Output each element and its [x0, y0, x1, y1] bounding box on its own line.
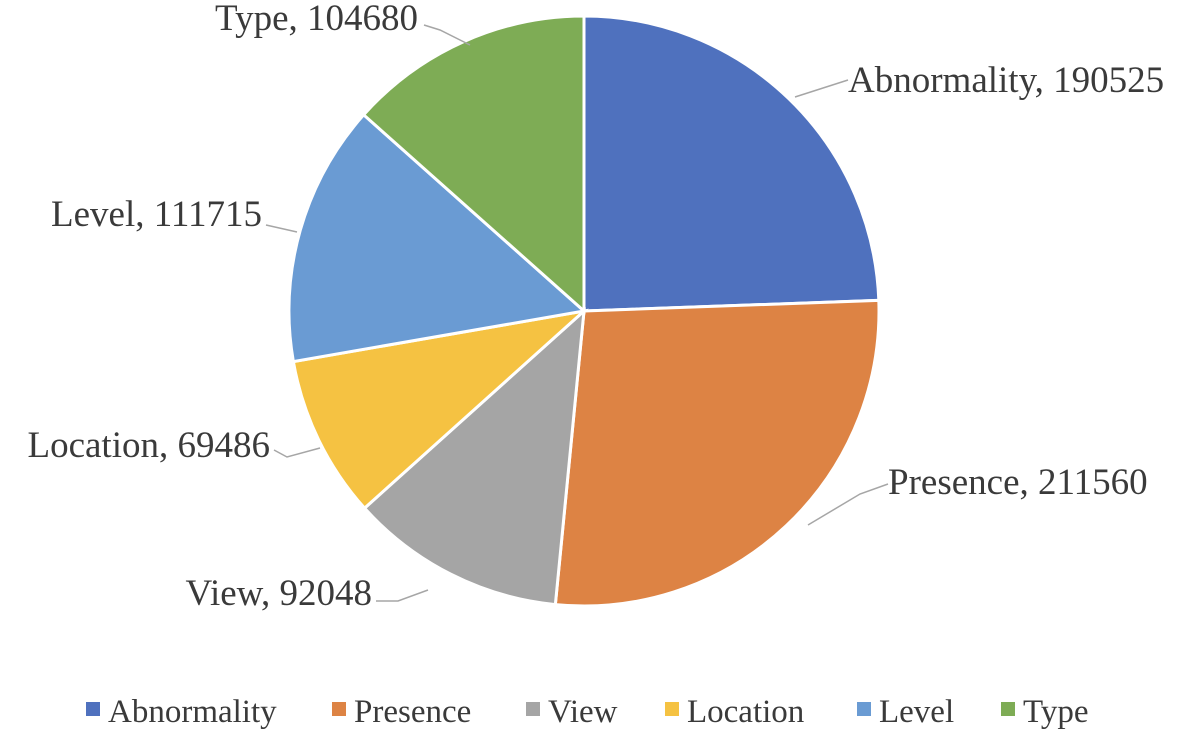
- data-label-view: View, 92048: [185, 573, 372, 614]
- leader-line-abnormality: [794, 79, 849, 98]
- legend-label-view: View: [548, 694, 618, 730]
- pie-slice-level: [287, 112, 588, 364]
- legend-swatch-type: [1001, 702, 1015, 716]
- leader-line-view: [376, 589, 429, 602]
- legend-label-level: Level: [879, 694, 954, 730]
- legend-item-view: View: [526, 694, 618, 730]
- legend-swatch-location: [665, 702, 679, 716]
- legend-item-abnormality: Abnormality: [86, 694, 277, 730]
- data-label-type: Type, 104680: [215, 0, 418, 39]
- data-label-presence: Presence, 211560: [888, 462, 1148, 503]
- legend: Abnormality Presence View Location Level Type: [86, 694, 1089, 730]
- data-label-abnormality: Abnormality, 190525: [848, 60, 1164, 101]
- pie-slice-location: [291, 308, 589, 511]
- leader-line-type: [423, 24, 471, 46]
- pie-slices: [287, 14, 881, 608]
- legend-item-level: Level: [857, 694, 954, 730]
- pie-slice-presence: [553, 298, 881, 608]
- leader-line-presence: [807, 483, 889, 526]
- leader-line-level: [265, 224, 298, 233]
- data-label-location: Location, 69486: [27, 425, 270, 466]
- leader-lines: [265, 24, 889, 602]
- data-labels: Abnormality, 190525 Presence, 211560 View,…: [27, 0, 1164, 614]
- legend-swatch-abnormality: [86, 702, 100, 716]
- legend-label-presence: Presence: [354, 694, 471, 730]
- pie-slice-abnormality: [582, 14, 881, 313]
- legend-swatch-level: [857, 702, 871, 716]
- legend-label-type: Type: [1023, 694, 1089, 730]
- legend-swatch-view: [526, 702, 540, 716]
- legend-label-location: Location: [687, 694, 804, 730]
- legend-item-presence: Presence: [332, 694, 471, 730]
- legend-label-abnormality: Abnormality: [108, 694, 277, 730]
- legend-swatch-presence: [332, 702, 346, 716]
- legend-item-location: Location: [665, 694, 804, 730]
- pie-slice-view: [362, 307, 586, 607]
- legend-item-type: Type: [1001, 694, 1089, 730]
- data-label-level: Level, 111715: [51, 194, 262, 235]
- leader-line-location: [273, 447, 321, 458]
